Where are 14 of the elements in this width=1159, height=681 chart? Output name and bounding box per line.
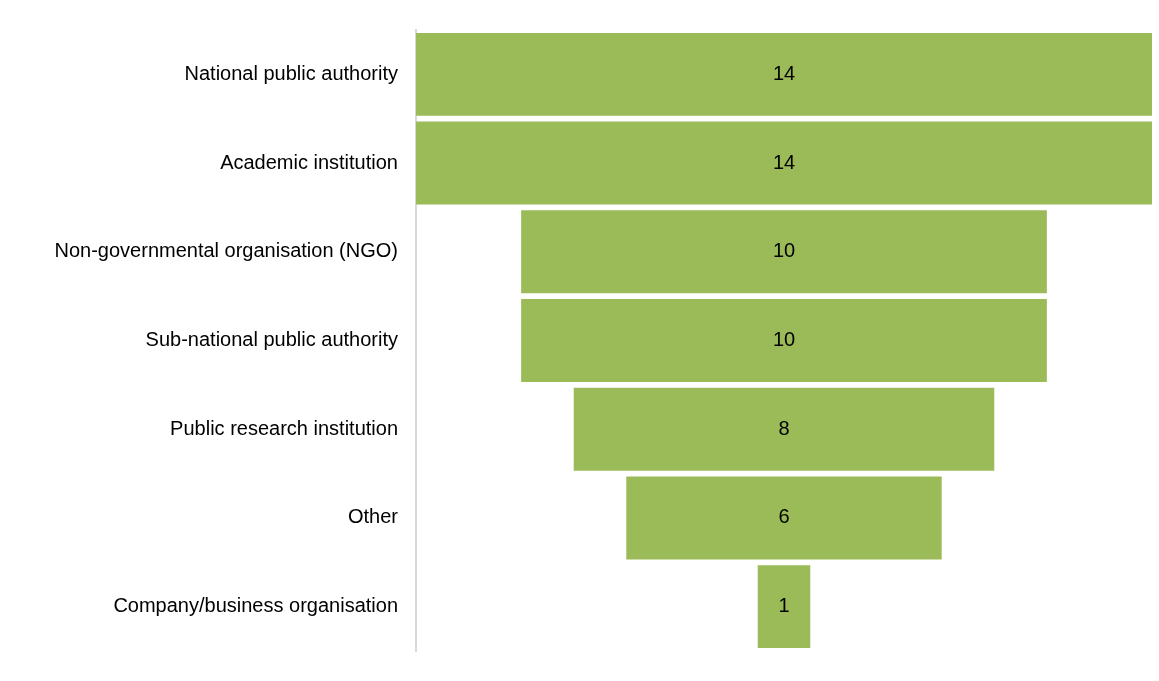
data-label: 8 bbox=[778, 416, 790, 439]
data-label: 10 bbox=[772, 239, 796, 262]
category-label: Company/business organisation bbox=[113, 594, 398, 617]
data-label: 10 bbox=[772, 328, 796, 351]
category-label: Non-governmental organisation (NGO) bbox=[54, 239, 398, 262]
category-label: Other bbox=[347, 505, 399, 528]
category-label: National public authority bbox=[184, 61, 398, 84]
category-label: Sub-national public authority bbox=[145, 328, 398, 351]
data-label: 14 bbox=[772, 61, 796, 84]
category-label: Public research institution bbox=[170, 416, 398, 439]
data-label: 6 bbox=[778, 505, 790, 528]
category-label: Academic institution bbox=[220, 150, 398, 173]
data-label: 1 bbox=[778, 594, 790, 617]
data-label: 14 bbox=[772, 150, 796, 173]
